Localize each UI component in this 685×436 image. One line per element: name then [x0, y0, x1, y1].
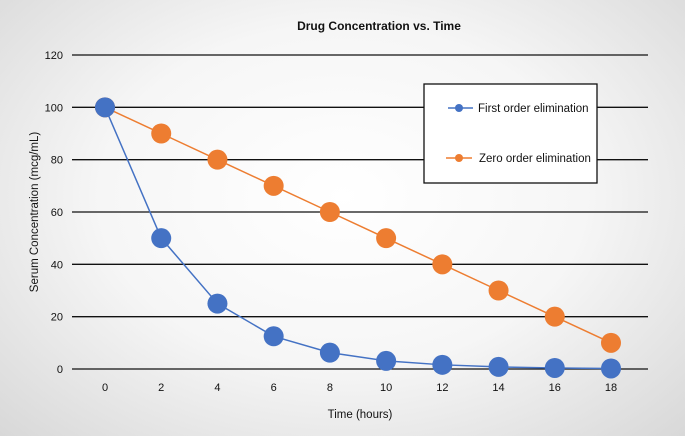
series-group [95, 97, 621, 379]
data-point-series-1 [376, 228, 397, 249]
data-point-series-1 [488, 280, 509, 301]
legend-marker-zero-order [455, 154, 463, 162]
y-tick-label: 80 [51, 155, 63, 167]
data-point-series-0 [319, 342, 340, 363]
x-tick-label: 10 [380, 382, 392, 394]
chart-title: Drug Concentration vs. Time [297, 19, 461, 33]
data-point-series-1 [544, 306, 565, 327]
data-point-series-0 [207, 293, 228, 314]
y-axis-label: Serum Concentration (mcg/mL) [29, 132, 41, 293]
data-point-series-1 [263, 175, 284, 196]
data-point-series-0 [151, 228, 172, 249]
gridlines [72, 54, 648, 370]
y-tick-label: 60 [51, 207, 63, 219]
data-point-series-0 [601, 358, 621, 379]
y-tick-label: 40 [51, 259, 63, 271]
x-tick-labels: 0 2 4 6 8 10 12 14 16 18 [102, 382, 617, 394]
data-point-series-1 [151, 123, 172, 144]
data-point-series-0 [432, 354, 453, 375]
y-tick-label: 120 [45, 50, 63, 62]
data-point-series-0 [95, 97, 115, 118]
data-point-series-0 [376, 350, 397, 371]
data-point-series-1 [432, 254, 453, 275]
series-line-1 [104, 106, 612, 344]
x-tick-label: 4 [214, 382, 220, 394]
x-tick-label: 2 [158, 382, 164, 394]
legend-label-first-order: First order elimination [478, 103, 589, 115]
x-tick-label: 14 [492, 382, 504, 394]
data-point-series-1 [319, 202, 340, 222]
x-tick-label: 0 [102, 382, 108, 394]
legend-marker-first-order [455, 104, 463, 112]
x-axis-label: Time (hours) [328, 409, 393, 421]
y-tick-label: 20 [51, 312, 63, 324]
y-tick-label: 0 [57, 364, 63, 376]
data-point-series-1 [207, 149, 228, 170]
data-point-series-0 [544, 357, 565, 378]
legend-box [423, 83, 598, 184]
y-tick-label: 100 [45, 102, 63, 114]
x-tick-label: 8 [327, 382, 333, 394]
data-point-series-0 [488, 356, 509, 377]
data-point-series-0 [263, 326, 284, 347]
legend: First order elimination Zero order elimi… [423, 83, 598, 184]
legend-label-zero-order: Zero order elimination [479, 153, 591, 165]
x-tick-label: 16 [549, 382, 561, 394]
y-tick-labels: 0 20 40 60 80 100 120 [45, 50, 63, 376]
x-tick-label: 12 [436, 382, 448, 394]
data-point-series-1 [601, 332, 621, 353]
series-line-0 [104, 107, 612, 370]
x-tick-label: 18 [605, 382, 617, 394]
x-tick-label: 6 [271, 382, 277, 394]
